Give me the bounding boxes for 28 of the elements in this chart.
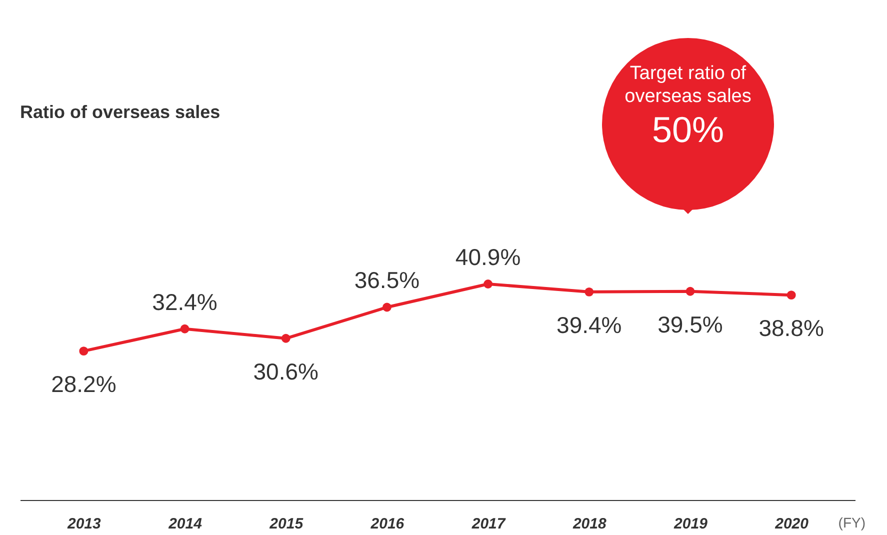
point: [484, 280, 493, 288]
data-label: 30.6%: [253, 358, 318, 384]
x-tick-label: 2013: [66, 516, 102, 532]
data-label: 28.2%: [51, 371, 116, 398]
data-label: 32.4%: [152, 288, 218, 315]
data-label: 39.5%: [658, 311, 723, 338]
data-label: 36.5%: [354, 267, 420, 294]
x-tick-label: 2014: [168, 516, 203, 532]
point: [180, 324, 190, 334]
point: [281, 334, 290, 343]
point: [786, 290, 796, 300]
point: [382, 302, 392, 312]
data-label: 39.4%: [556, 312, 622, 338]
x-tick-label: 2015: [268, 516, 304, 532]
data-label: 40.9%: [455, 244, 521, 270]
x-tick-label: 2020: [774, 516, 810, 532]
x-axis-title: (FY): [838, 514, 866, 530]
chart-title: Ratio of overseas sales: [20, 102, 220, 122]
text: 50%: [650, 109, 726, 150]
x-tick-label: 2019: [673, 516, 708, 532]
point: [686, 286, 695, 296]
x-tick-label: 2018: [572, 516, 607, 532]
data-label: 38.8%: [758, 315, 824, 342]
text: Target ratio of overseas sales: [624, 62, 752, 108]
x-tick-label: 2017: [470, 516, 506, 532]
x-tick-label: 2016: [370, 516, 405, 532]
point: [79, 346, 88, 356]
point: [584, 287, 594, 296]
